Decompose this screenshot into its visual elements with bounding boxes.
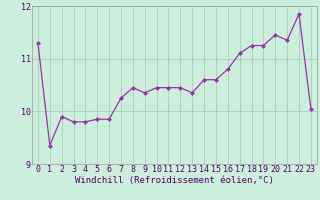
X-axis label: Windchill (Refroidissement éolien,°C): Windchill (Refroidissement éolien,°C) <box>75 176 274 185</box>
